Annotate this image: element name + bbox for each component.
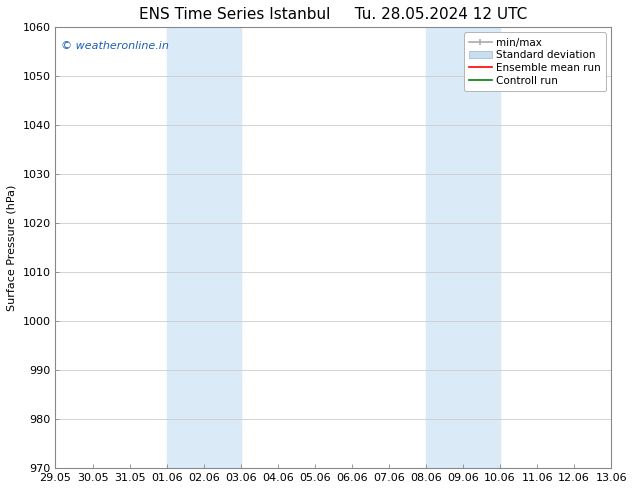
Legend: min/max, Standard deviation, Ensemble mean run, Controll run: min/max, Standard deviation, Ensemble me…	[464, 32, 606, 91]
Y-axis label: Surface Pressure (hPa): Surface Pressure (hPa)	[7, 185, 17, 311]
Title: ENS Time Series Istanbul     Tu. 28.05.2024 12 UTC: ENS Time Series Istanbul Tu. 28.05.2024 …	[139, 7, 527, 22]
Bar	[426, 27, 500, 468]
Bar	[167, 27, 241, 468]
Text: © weatheronline.in: © weatheronline.in	[61, 41, 169, 50]
